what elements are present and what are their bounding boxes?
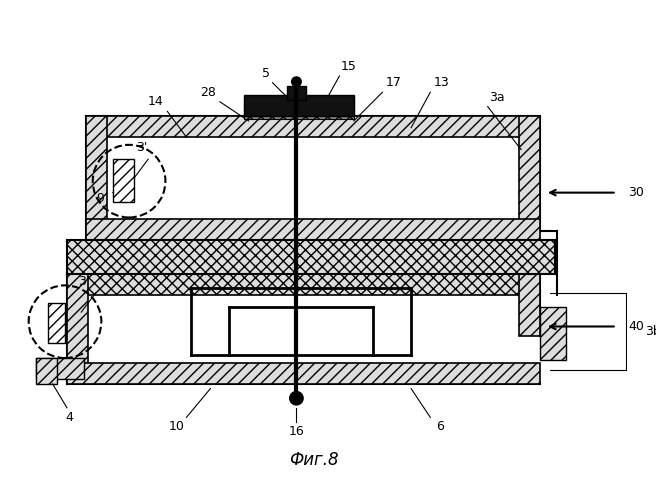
Bar (36, 358, 57, 384)
Text: 3b: 3b (646, 325, 656, 338)
Circle shape (290, 392, 303, 405)
Bar (86, 116, 541, 137)
Text: 3a: 3a (489, 90, 505, 104)
Text: 5: 5 (262, 66, 270, 80)
Text: 28: 28 (201, 86, 216, 98)
Bar (244, 95, 354, 116)
Text: 3': 3' (136, 141, 147, 154)
Text: 9: 9 (96, 192, 104, 205)
Bar (86, 220, 541, 240)
Text: 3': 3' (79, 275, 90, 288)
Text: 6: 6 (436, 420, 444, 434)
Bar (48, 302, 65, 343)
Bar (541, 308, 566, 360)
Bar (67, 363, 541, 384)
Bar (244, 100, 354, 119)
Bar (287, 86, 306, 100)
Text: 16: 16 (289, 425, 304, 438)
Text: 15: 15 (341, 60, 357, 73)
Bar (36, 358, 84, 379)
Bar (67, 240, 554, 274)
Text: 17: 17 (386, 76, 402, 89)
Text: 40: 40 (628, 320, 644, 333)
Text: 14: 14 (148, 96, 164, 108)
Bar (86, 116, 107, 240)
Text: 30: 30 (628, 186, 644, 199)
Circle shape (292, 77, 301, 86)
Bar (113, 159, 134, 202)
Bar (67, 274, 541, 295)
Bar (67, 274, 88, 384)
Bar (519, 274, 541, 336)
Text: 4: 4 (65, 411, 73, 424)
Text: Фиг.8: Фиг.8 (289, 452, 338, 469)
Bar (519, 116, 541, 231)
Text: 10: 10 (169, 420, 185, 434)
Text: 13: 13 (434, 76, 449, 89)
